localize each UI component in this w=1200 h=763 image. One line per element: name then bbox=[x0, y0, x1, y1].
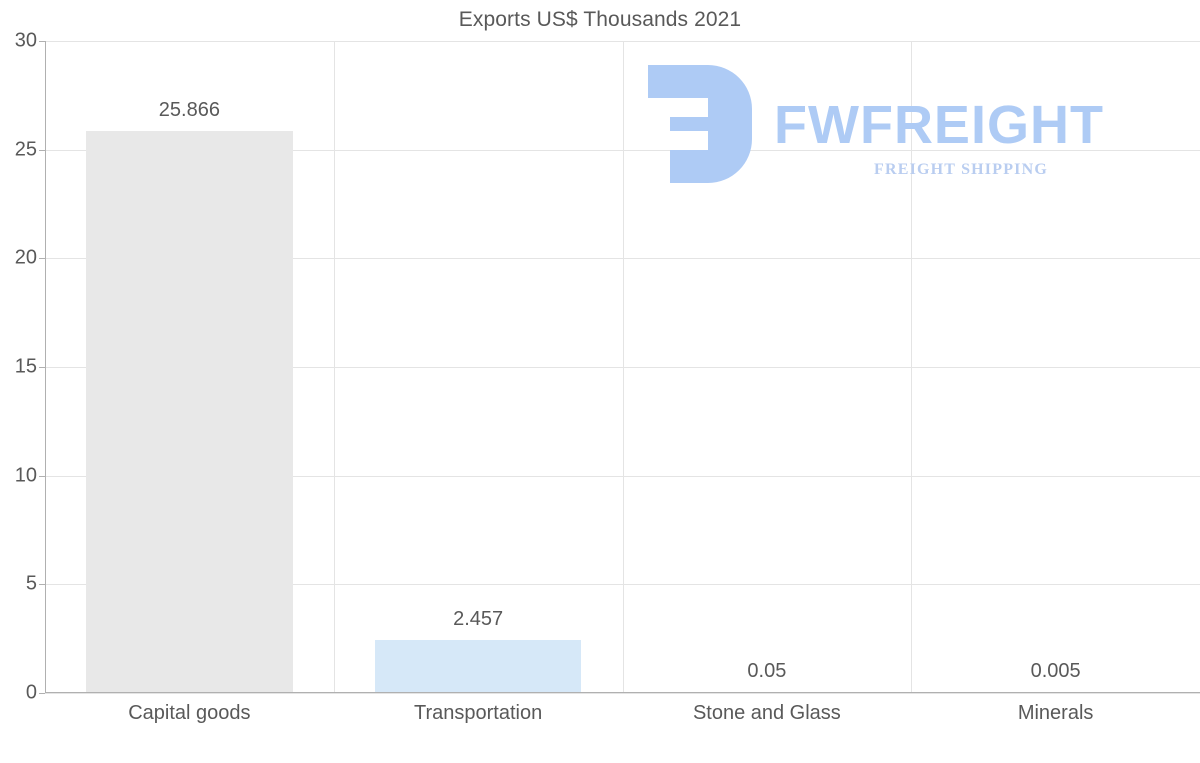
gridline-horizontal bbox=[45, 149, 1200, 151]
gridline-vertical bbox=[623, 41, 624, 693]
bar-group[interactable]: 2.457 bbox=[334, 41, 623, 693]
gridline-horizontal bbox=[45, 367, 1200, 368]
y-tick-label: 20 bbox=[14, 246, 37, 269]
y-tick-mark bbox=[39, 584, 45, 586]
y-tick-label: 25 bbox=[14, 138, 37, 161]
bar-value-label: 2.457 bbox=[453, 607, 504, 630]
y-tick-mark bbox=[39, 367, 45, 368]
gridline-horizontal bbox=[45, 584, 1200, 586]
bar[interactable] bbox=[86, 130, 293, 693]
y-tick-label: 30 bbox=[14, 29, 37, 52]
y-tick-label: 10 bbox=[14, 464, 37, 487]
x-tick-label: Minerals bbox=[1017, 702, 1094, 724]
gridline-vertical bbox=[911, 41, 912, 693]
x-tick-label: Transportation bbox=[414, 702, 543, 724]
y-axis-line bbox=[45, 41, 46, 693]
x-axis-line bbox=[45, 692, 1200, 693]
plot-area: 25.866 2.457 0.05 0.005 bbox=[39, 41, 1200, 694]
x-tick-label: Stone and Glass bbox=[692, 702, 841, 724]
y-tick-mark bbox=[39, 475, 45, 477]
y-tick-label: 5 bbox=[25, 572, 37, 595]
y-tick-label: 0 bbox=[25, 681, 37, 704]
y-tick-label: 15 bbox=[14, 355, 37, 378]
gridline-horizontal bbox=[45, 258, 1200, 260]
chart-title: Exports US$ Thousands 2021 bbox=[458, 8, 742, 31]
bar-value-label: 0.005 bbox=[1030, 660, 1081, 682]
bar-group[interactable]: 25.866 bbox=[45, 41, 334, 693]
bar-value-label: 25.866 bbox=[158, 98, 220, 121]
gridline-horizontal bbox=[45, 475, 1200, 477]
x-tick-label: Capital goods bbox=[128, 702, 251, 724]
gridline-vertical bbox=[334, 41, 335, 693]
bar[interactable] bbox=[374, 639, 582, 693]
bar-group[interactable]: 0.005 bbox=[911, 41, 1200, 693]
gridline-horizontal bbox=[45, 693, 1200, 694]
gridline-horizontal bbox=[45, 41, 1200, 42]
y-tick-mark bbox=[39, 693, 45, 694]
y-tick-mark bbox=[39, 149, 45, 151]
bar-group[interactable]: 0.05 bbox=[623, 41, 912, 693]
y-tick-mark bbox=[39, 41, 45, 42]
bar-value-label: 0.05 bbox=[747, 659, 787, 682]
y-tick-mark bbox=[39, 258, 45, 260]
